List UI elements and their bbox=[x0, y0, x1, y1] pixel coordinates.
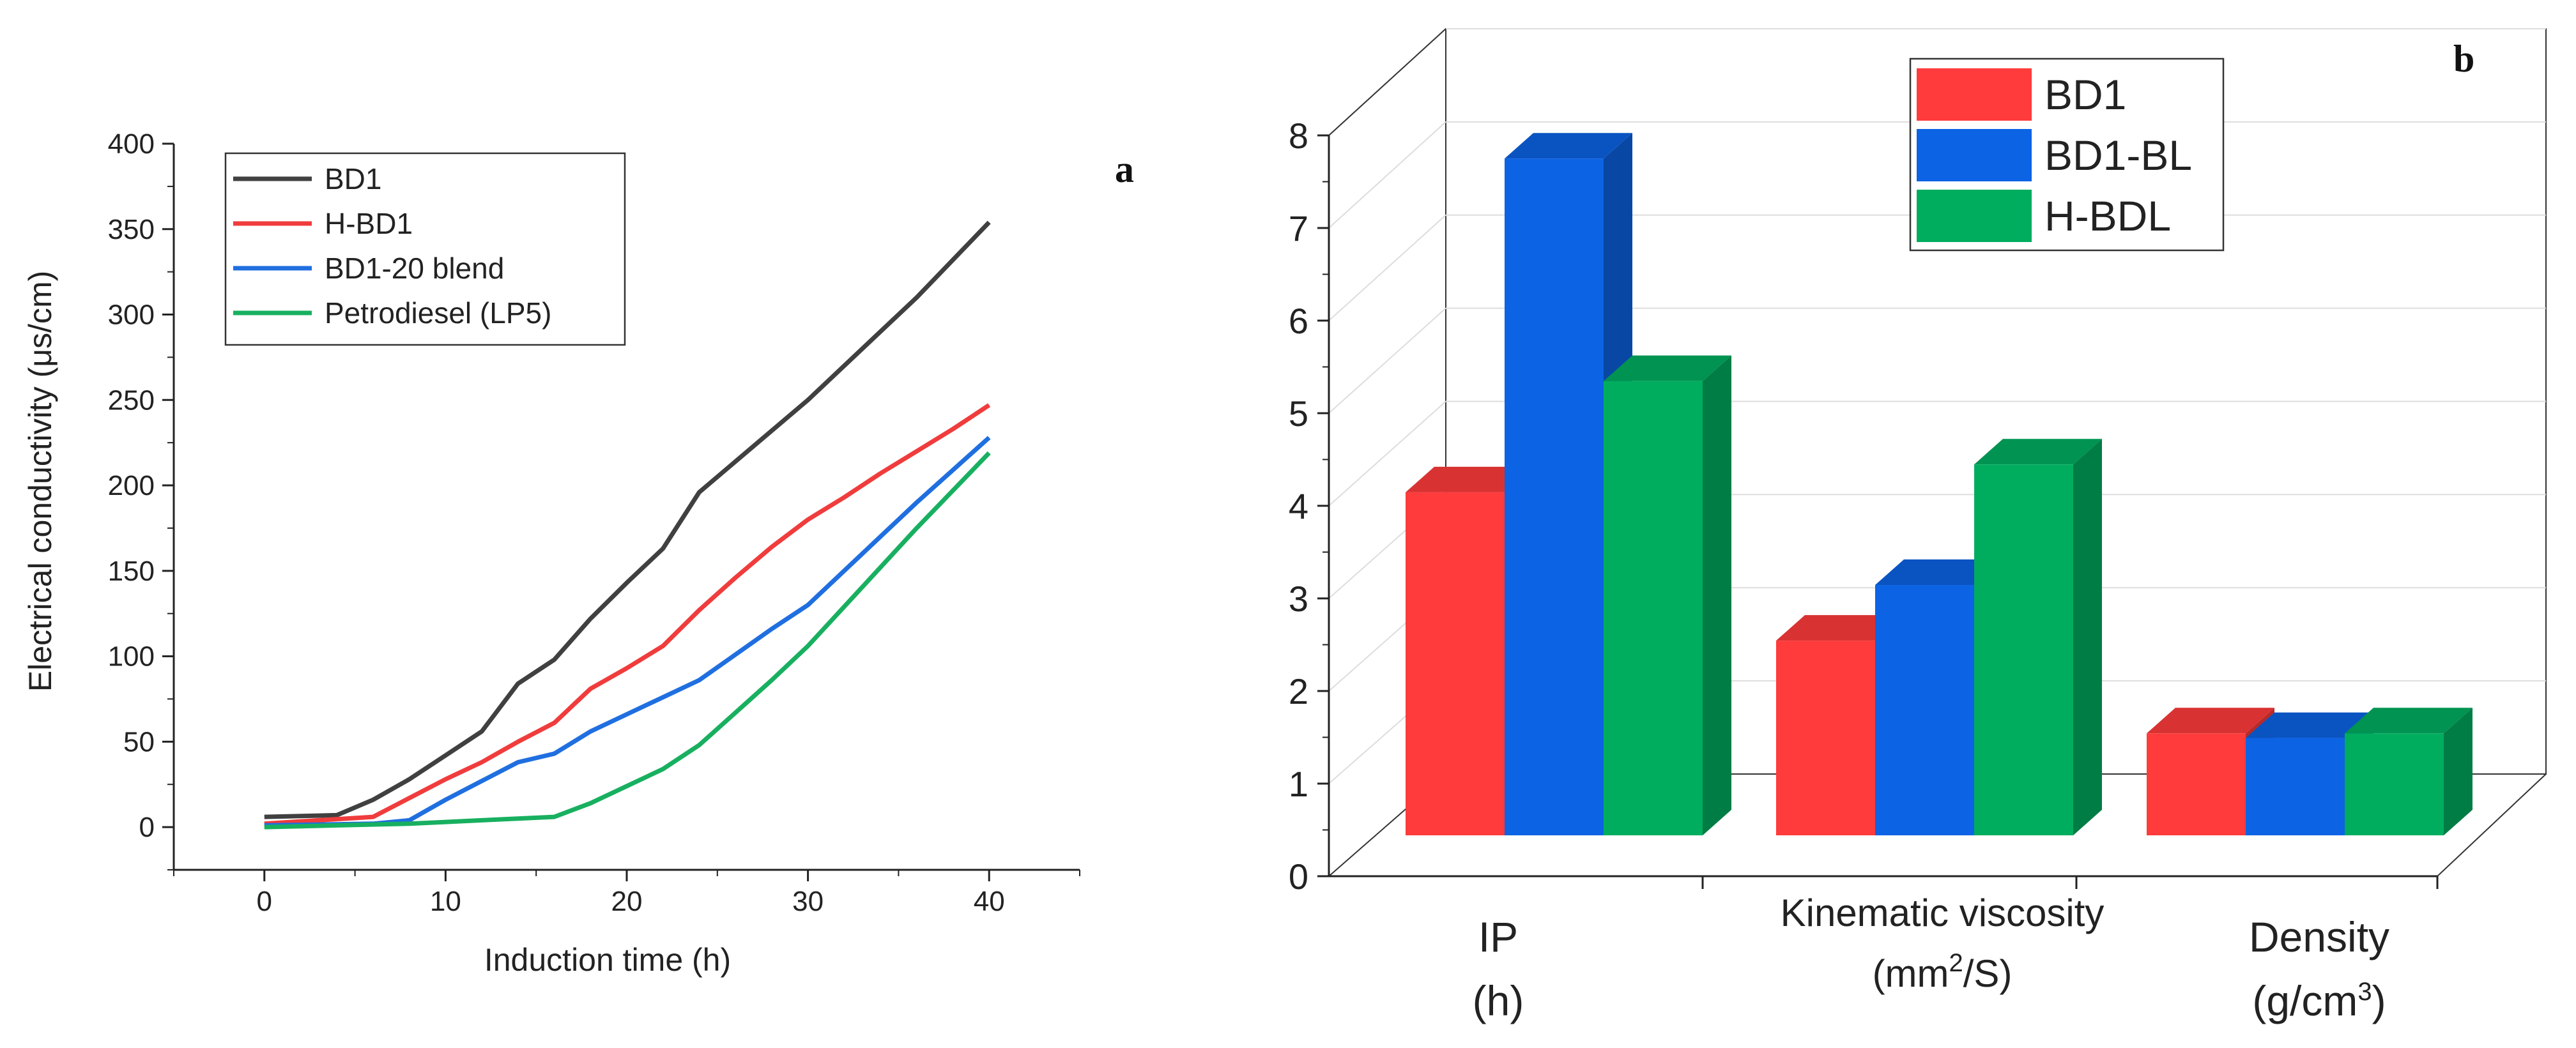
bar-bd1-top bbox=[1776, 615, 1904, 641]
bar-h-bdl-front bbox=[1604, 381, 1703, 835]
panel-a-x-tick-label: 30 bbox=[792, 886, 824, 917]
panel-a-y-tick-label: 200 bbox=[108, 470, 155, 501]
panel-b-category-unit-text: (g/cm bbox=[2252, 977, 2358, 1024]
panel-b-category-unit-text: (h) bbox=[1473, 977, 1524, 1024]
bar-h-bdl-side bbox=[1703, 355, 1731, 835]
bar-bd1-front bbox=[1406, 492, 1505, 835]
bar-h-bdl-front bbox=[2345, 733, 2444, 835]
panel-b-bars bbox=[1406, 133, 2472, 836]
panel-a-series-line-h-bd1 bbox=[264, 403, 991, 826]
panel-b-y-tick-label: 5 bbox=[1289, 393, 1308, 434]
panel-a-y-tick-label: 150 bbox=[108, 556, 155, 587]
panel-a-line-chart: a 0 50 100 150 200 250 300 350 400 0 10 20 30 40 BD1 H… bbox=[22, 128, 1134, 978]
panel-b-y-tick-label: 4 bbox=[1289, 486, 1308, 526]
panel-a-legend-label: H-BD1 bbox=[325, 207, 413, 240]
bar-bd1-front bbox=[2147, 733, 2246, 835]
panel-a-legend: BD1 H-BD1 BD1-20 blend Petrodiesel (LP5) bbox=[224, 152, 626, 346]
bar-bd1-bl-front bbox=[1505, 158, 1604, 836]
panel-a-x-tick-label: 10 bbox=[430, 886, 461, 917]
panel-a-x-tick-label: 40 bbox=[974, 886, 1005, 917]
panel-b-legend-swatch bbox=[1917, 68, 2032, 121]
panel-b-y-tick-label: 1 bbox=[1289, 764, 1308, 804]
panel-b-side-gridline bbox=[1328, 307, 1446, 414]
panel-a-y-axis-label: Electrical conductivity (μs/cm) bbox=[22, 271, 58, 692]
panel-a-legend-label: Petrodiesel (LP5) bbox=[325, 296, 551, 330]
panel-b-category-unit-superscript: 3 bbox=[2358, 978, 2372, 1006]
panel-a-y-tick-label: 400 bbox=[108, 128, 155, 160]
bar-h-bdl-top bbox=[1974, 439, 2102, 465]
panel-b-legend-swatch bbox=[1917, 129, 2032, 181]
panel-b-side-gridline bbox=[1328, 121, 1446, 229]
panel-b-legend: BD1 BD1-BL H-BDL bbox=[1909, 57, 2225, 252]
panel-b-category-unit: (g/cm3) bbox=[2252, 977, 2386, 1024]
panel-a-series-line-petrodiesel-lp5- bbox=[264, 451, 991, 830]
panel-b-side-gridline bbox=[1328, 400, 1446, 506]
bar-bd1-front bbox=[1776, 641, 1875, 835]
bar-h-bdl-front bbox=[1974, 464, 2073, 835]
panel-a-y-tick-label: 300 bbox=[108, 300, 155, 331]
panel-b-y-tick-label: 6 bbox=[1289, 301, 1308, 341]
panel-b-category-label: IP bbox=[1478, 913, 1518, 961]
panel-a-y-tick-label: 50 bbox=[123, 726, 155, 757]
panel-b-category-unit: (h) bbox=[1473, 977, 1524, 1024]
panel-b-legend-swatch bbox=[1917, 190, 2032, 242]
bar-bd1-bl-front bbox=[1875, 585, 1974, 835]
bar-bd1-bl-top bbox=[2246, 712, 2373, 738]
panel-a-x-tick-label: 0 bbox=[257, 886, 272, 917]
panel-a-label: a bbox=[1115, 148, 1134, 190]
panel-a-x-tick-label: 20 bbox=[611, 886, 643, 917]
panel-b-category-label: Kinematic viscosity bbox=[1781, 892, 2104, 934]
panel-b-category-unit-tail: ) bbox=[2372, 977, 2386, 1024]
bar-bd1-bl-top bbox=[1875, 559, 2003, 586]
panel-b-category-unit-text: (mm bbox=[1873, 952, 1949, 995]
panel-a-series bbox=[264, 220, 991, 830]
panel-a-y-tick-label: 250 bbox=[108, 384, 155, 416]
panel-b-frame-edge bbox=[1328, 28, 1446, 136]
bar-h-bdl-top bbox=[1604, 355, 1731, 381]
panel-a-y-tick-label: 100 bbox=[108, 641, 155, 672]
panel-b-category-unit: (mm2/S) bbox=[1873, 949, 2012, 995]
panel-b-side-gridline bbox=[1328, 215, 1446, 321]
panel-b-legend-label: BD1 bbox=[2044, 71, 2126, 118]
bar-h-bdl-side bbox=[2073, 439, 2102, 835]
panel-b-category-unit-superscript: 2 bbox=[1949, 949, 1963, 977]
panel-b-category-label: Density bbox=[2249, 913, 2389, 961]
panel-a-series-line-bd1-20-blend bbox=[264, 436, 991, 828]
bar-bd1-top bbox=[2147, 708, 2274, 734]
panel-b-axes: 0 1 2 3 4 5 6 7 8 bbox=[1289, 116, 2439, 897]
panel-b-legend-label: BD1-BL bbox=[2044, 132, 2192, 179]
panel-b-y-tick-label: 8 bbox=[1289, 116, 1308, 156]
bar-bd1-top bbox=[1406, 466, 1533, 492]
panel-b-y-tick-label: 7 bbox=[1289, 208, 1308, 248]
panel-a-y-tick-label: 350 bbox=[108, 214, 155, 245]
panel-a-legend-label: BD1 bbox=[325, 162, 381, 195]
panel-a-x-axis-label: Induction time (h) bbox=[484, 942, 731, 978]
panel-a-legend-label: BD1-20 blend bbox=[325, 252, 504, 285]
panel-b-legend-label: H-BDL bbox=[2044, 192, 2171, 239]
panel-b-label: b bbox=[2453, 38, 2474, 80]
panel-b-category-unit-tail: /S) bbox=[1963, 952, 2012, 995]
panel-b-y-tick-label: 2 bbox=[1289, 671, 1308, 711]
panel-b-y-tick-label: 0 bbox=[1289, 856, 1308, 897]
bar-h-bdl-top bbox=[2345, 708, 2472, 734]
panel-a-axes: 0 50 100 150 200 250 300 350 400 0 10 20 30 40 bbox=[108, 128, 1080, 917]
panel-b-frame-edge bbox=[2437, 773, 2547, 877]
bar-bd1-bl-top bbox=[1505, 133, 1632, 159]
panel-a-y-tick-label: 0 bbox=[139, 812, 155, 843]
panel-b-y-tick-label: 3 bbox=[1289, 579, 1308, 619]
bar-bd1-bl-front bbox=[2246, 738, 2345, 835]
panel-a-series-line-bd1 bbox=[264, 220, 991, 819]
panel-b-category-labels: IP (h) Kinematic viscosity (mm2/S) Density (g… bbox=[1473, 892, 2389, 1024]
bar-h-bdl-side bbox=[2444, 708, 2472, 835]
